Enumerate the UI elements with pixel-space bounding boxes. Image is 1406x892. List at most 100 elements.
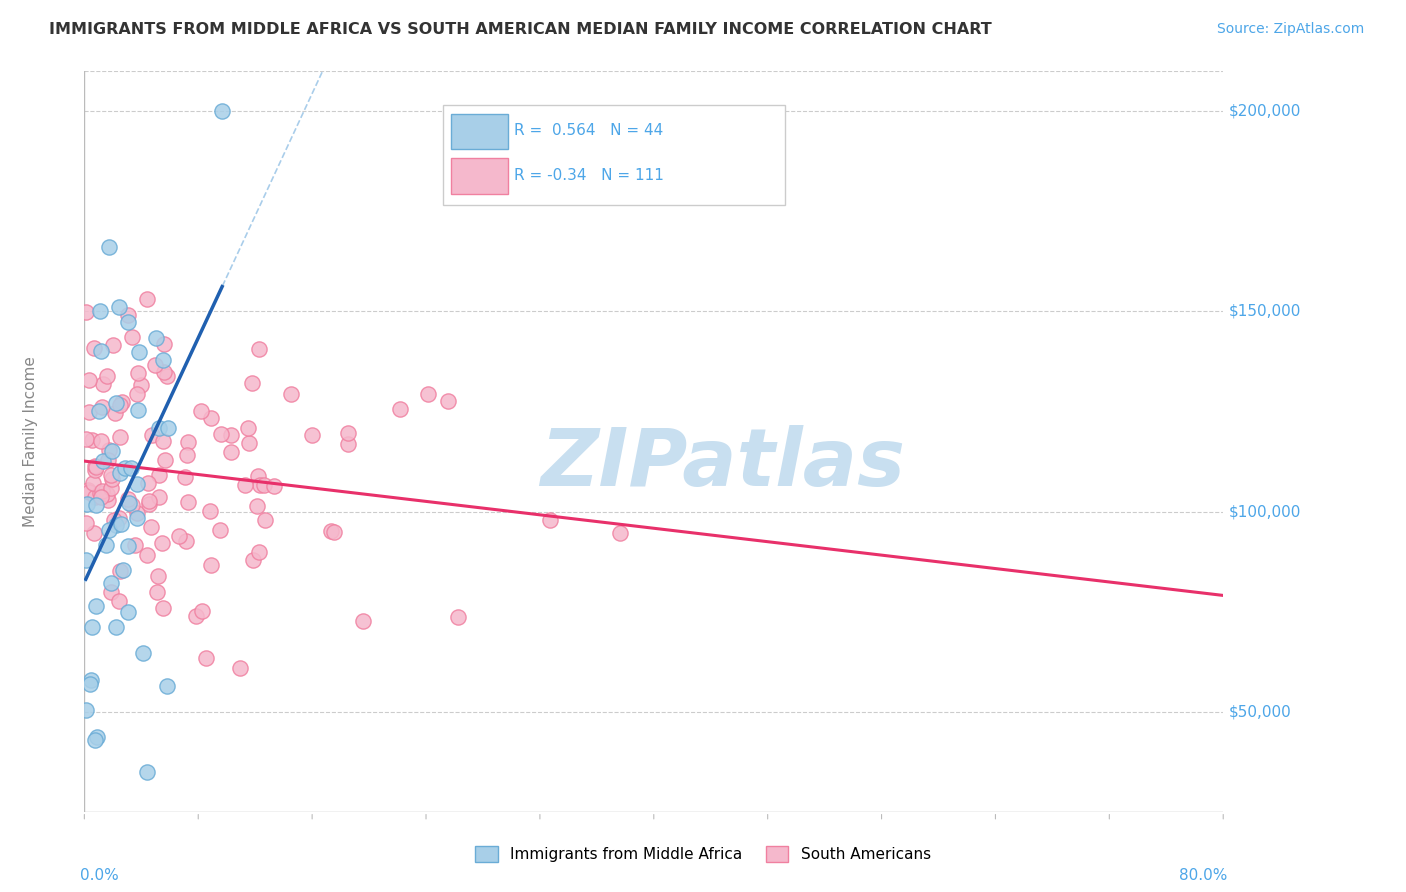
- Point: [90, 484, 112, 499]
- Point: [77, 405, 100, 419]
- Point: [108, 467, 131, 481]
- Point: [156, 679, 179, 693]
- Text: ZIPatlas: ZIPatlas: [540, 425, 904, 503]
- Point: [152, 601, 174, 615]
- Point: [101, 472, 124, 486]
- Point: [136, 475, 159, 490]
- Point: [198, 503, 221, 517]
- Point: [229, 661, 252, 675]
- Point: [117, 496, 139, 510]
- Point: [174, 469, 197, 483]
- Point: [121, 498, 143, 512]
- Point: [83, 526, 105, 541]
- Point: [152, 434, 174, 449]
- Point: [79, 373, 101, 387]
- Point: [90, 490, 112, 504]
- Point: [89, 303, 111, 318]
- Text: 0.0%: 0.0%: [80, 868, 120, 883]
- Point: [167, 529, 190, 543]
- Point: [75, 432, 97, 446]
- Point: [209, 523, 232, 537]
- Point: [249, 478, 271, 492]
- Point: [103, 338, 125, 352]
- Point: [127, 506, 149, 520]
- Point: [138, 493, 160, 508]
- Text: $150,000: $150,000: [1229, 304, 1302, 319]
- Point: [84, 460, 107, 475]
- Point: [176, 448, 198, 462]
- Point: [100, 468, 122, 483]
- Point: [184, 609, 207, 624]
- Point: [105, 620, 128, 634]
- Point: [132, 646, 155, 660]
- Point: [125, 477, 148, 491]
- Point: [80, 673, 103, 687]
- Point: [135, 292, 157, 306]
- Point: [238, 435, 260, 450]
- Point: [240, 376, 263, 390]
- Point: [145, 331, 167, 345]
- Text: IMMIGRANTS FROM MIDDLE AFRICA VS SOUTH AMERICAN MEDIAN FAMILY INCOME CORRELATION: IMMIGRANTS FROM MIDDLE AFRICA VS SOUTH A…: [49, 22, 993, 37]
- Point: [323, 525, 346, 540]
- Text: Source: ZipAtlas.com: Source: ZipAtlas.com: [1216, 22, 1364, 37]
- Point: [76, 483, 98, 498]
- Point: [336, 425, 359, 440]
- Point: [107, 300, 129, 314]
- Point: [103, 513, 125, 527]
- Point: [238, 421, 260, 435]
- Point: [253, 477, 276, 491]
- Point: [80, 620, 103, 634]
- Point: [83, 490, 105, 504]
- Point: [83, 733, 105, 747]
- Point: [120, 461, 142, 475]
- Point: [83, 341, 105, 355]
- Point: [153, 453, 176, 467]
- Point: [117, 605, 139, 619]
- Point: [190, 404, 212, 418]
- Point: [156, 368, 179, 383]
- Point: [104, 517, 127, 532]
- Legend: Immigrants from Middle Africa, South Americans: Immigrants from Middle Africa, South Ame…: [470, 840, 936, 868]
- Point: [96, 538, 118, 552]
- Point: [247, 545, 270, 559]
- Point: [280, 386, 302, 401]
- Point: [609, 525, 631, 540]
- Point: [98, 240, 121, 254]
- Point: [135, 764, 157, 779]
- FancyBboxPatch shape: [451, 113, 508, 149]
- Point: [152, 352, 174, 367]
- Point: [153, 365, 176, 379]
- Text: 80.0%: 80.0%: [1180, 868, 1227, 883]
- Point: [135, 549, 157, 563]
- Point: [108, 430, 131, 444]
- FancyBboxPatch shape: [451, 158, 508, 194]
- Point: [352, 614, 374, 628]
- Point: [100, 575, 122, 590]
- Point: [143, 358, 166, 372]
- Point: [76, 497, 98, 511]
- Point: [100, 481, 122, 495]
- Point: [84, 498, 107, 512]
- Point: [91, 377, 114, 392]
- Point: [108, 593, 131, 607]
- Point: [247, 343, 270, 357]
- Point: [117, 315, 139, 329]
- Point: [176, 434, 198, 449]
- Point: [93, 453, 115, 467]
- Point: [233, 478, 256, 492]
- Point: [97, 492, 120, 507]
- Point: [246, 500, 269, 514]
- FancyBboxPatch shape: [443, 104, 785, 204]
- Point: [110, 516, 132, 531]
- Point: [86, 730, 108, 744]
- Point: [127, 402, 149, 417]
- Text: $200,000: $200,000: [1229, 103, 1302, 119]
- Point: [90, 344, 112, 359]
- Point: [247, 469, 270, 483]
- Point: [437, 394, 460, 409]
- Point: [75, 552, 97, 566]
- Text: Median Family Income: Median Family Income: [22, 356, 38, 527]
- Point: [150, 536, 173, 550]
- Point: [254, 512, 277, 526]
- Point: [114, 461, 136, 475]
